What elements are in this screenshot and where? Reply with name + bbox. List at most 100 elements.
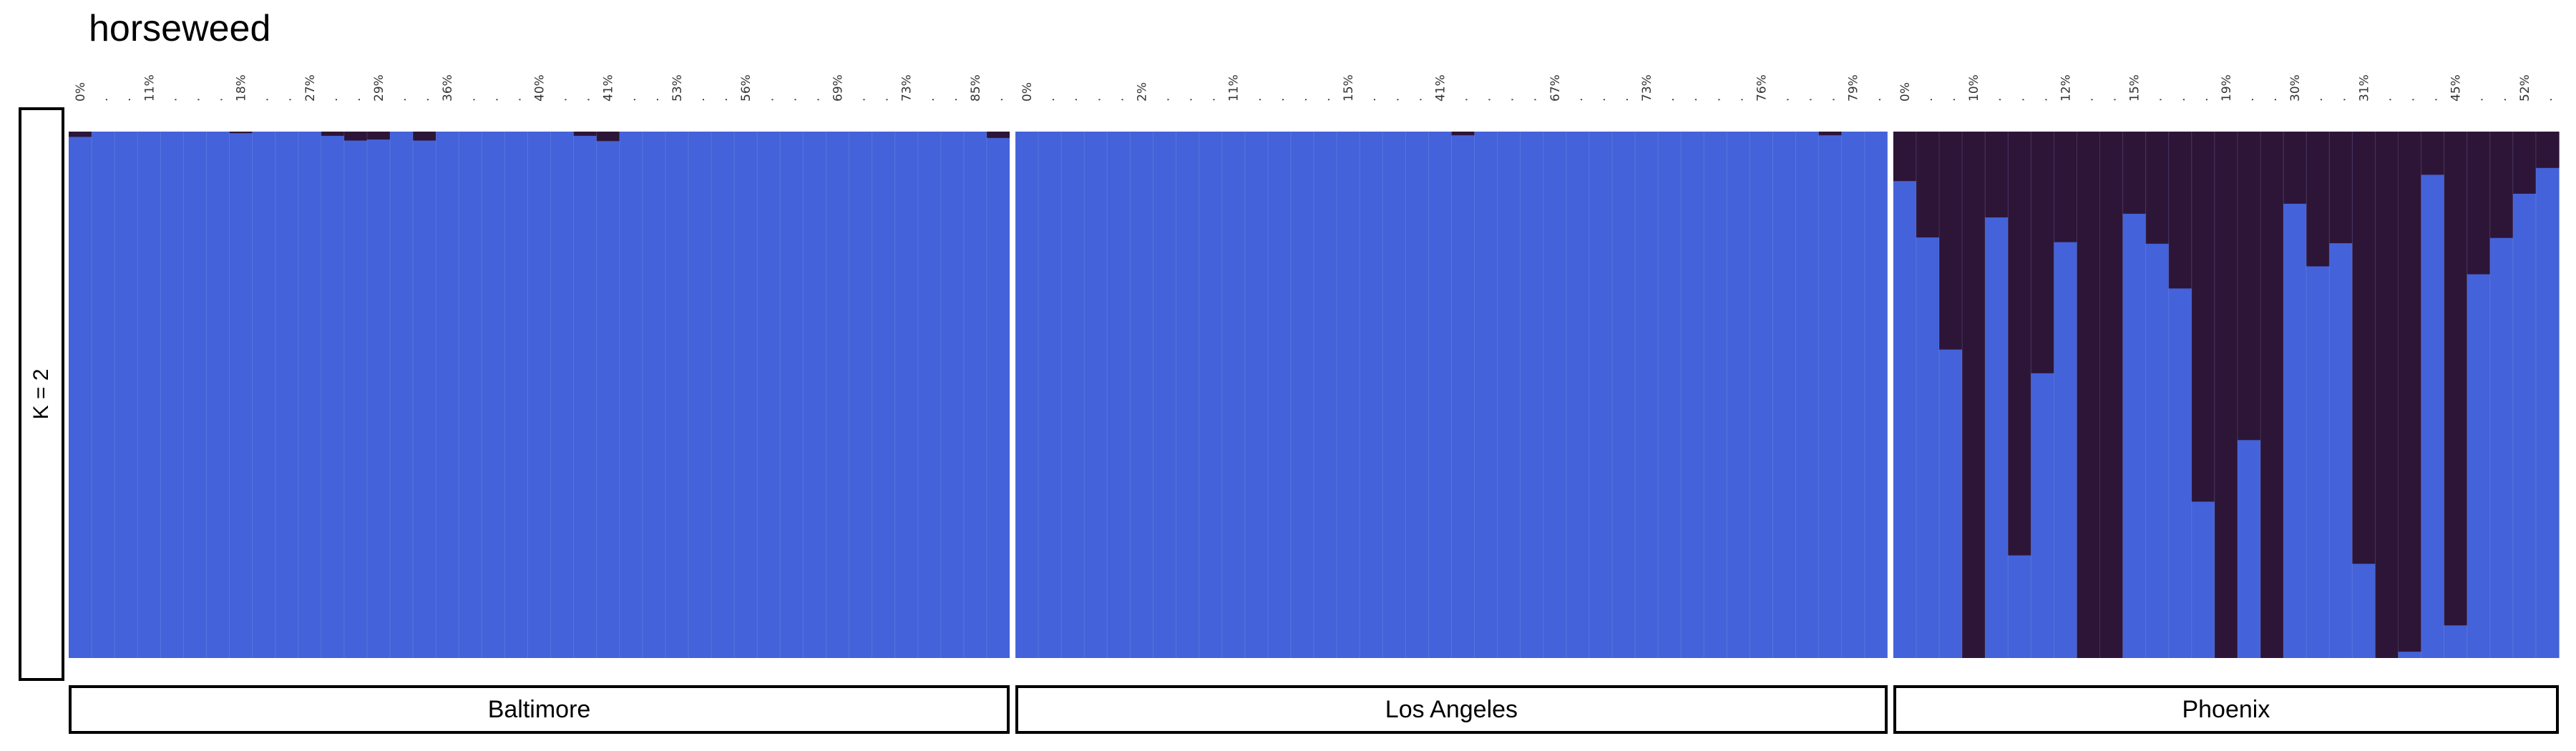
bar-cluster1: [1360, 132, 1383, 658]
population-label-baltimore: Baltimore: [69, 685, 1010, 734]
x-tick-dot: .: [625, 98, 639, 102]
bar-cluster1: [114, 132, 138, 658]
bar-cluster2: [2329, 132, 2353, 244]
bar-cluster2: [1451, 132, 1475, 136]
x-tick-dot: .: [923, 98, 937, 102]
x-tick-label: 15%: [2128, 74, 2142, 102]
bar-cluster2: [2444, 132, 2468, 626]
bar-cluster1: [1199, 132, 1223, 658]
bar-cluster1: [2421, 132, 2445, 658]
bar-cluster1: [1841, 132, 1865, 658]
bar-cluster1: [1474, 132, 1498, 658]
bar-cluster1: [1543, 132, 1567, 658]
bar-cluster1: [1985, 132, 2009, 658]
x-tick-label: 73%: [1640, 74, 1654, 102]
bar-cluster1: [1818, 132, 1843, 658]
x-tick-dot: .: [487, 98, 501, 102]
x-tick-label: 41%: [602, 74, 616, 102]
bar-cluster1: [734, 132, 758, 658]
x-tick-dot: .: [2265, 98, 2280, 102]
bar-cluster1: [642, 132, 666, 658]
bar-cluster1: [573, 132, 597, 658]
bar-cluster1: [1405, 132, 1429, 658]
x-tick-dot: .: [1365, 98, 1379, 102]
x-tick-dot: .: [648, 98, 662, 102]
bar-cluster2: [2237, 132, 2261, 441]
x-tick-label: 69%: [831, 74, 845, 102]
x-tick-dot: .: [326, 98, 341, 102]
x-tick-dot: .: [395, 98, 409, 102]
bar-cluster2: [2512, 132, 2537, 194]
x-tick-dot: .: [2105, 98, 2119, 102]
bar-cluster1: [1314, 132, 1337, 658]
x-tick-dot: .: [2151, 98, 2165, 102]
x-tick-dot: .: [2541, 98, 2555, 102]
x-tick-dot: .: [1503, 98, 1517, 102]
bar-cluster1: [252, 132, 276, 658]
bar-cluster2: [2260, 132, 2284, 658]
x-tick-dot: .: [1709, 98, 1723, 102]
bar-cluster1: [366, 132, 391, 658]
x-tick-label: 56%: [739, 74, 753, 102]
bar-cluster1: [459, 132, 482, 658]
bar-cluster1: [1727, 132, 1751, 658]
x-tick-label: 40%: [533, 74, 547, 102]
bar-cluster1: [757, 132, 781, 658]
x-tick-label: 67%: [1548, 74, 1563, 102]
x-tick-dot: .: [2174, 98, 2188, 102]
bar-cluster1: [1221, 132, 1246, 658]
x-tick-label: 11%: [1227, 74, 1241, 102]
bar-cluster2: [2054, 132, 2078, 242]
bar-cluster1: [1681, 132, 1704, 658]
x-tick-dot: .: [1410, 98, 1425, 102]
bar-cluster1: [1084, 132, 1108, 658]
bar-cluster2: [321, 132, 345, 136]
bar-cluster2: [229, 132, 253, 134]
x-tick-dot: .: [1158, 98, 1173, 102]
bar-cluster1: [1038, 132, 1062, 658]
bar-cluster1: [1107, 132, 1131, 658]
bar-cluster1: [92, 132, 115, 658]
bar-cluster1: [504, 132, 529, 658]
bar-cluster1: [1750, 132, 1774, 658]
x-tick-dot: .: [2013, 98, 2027, 102]
bar-cluster1: [619, 132, 643, 658]
x-tick-dot: .: [1319, 98, 1333, 102]
x-tick-dot: .: [1663, 98, 1677, 102]
bar-cluster1: [665, 132, 689, 658]
bar-cluster1: [343, 132, 368, 658]
x-tick-dot: .: [1066, 98, 1080, 102]
bar-cluster2: [2099, 132, 2124, 658]
bar-cluster1: [183, 132, 208, 658]
x-tick-label: 19%: [2220, 74, 2234, 102]
bar-cluster1: [1382, 132, 1406, 658]
x-tick-dot: .: [2472, 98, 2487, 102]
x-tick-dot: .: [2311, 98, 2326, 102]
bar-cluster1: [872, 132, 896, 658]
bar-cluster1: [1611, 132, 1636, 658]
bar-cluster1: [849, 132, 873, 658]
x-tick-dot: .: [1181, 98, 1196, 102]
x-tick-dot: .: [854, 98, 869, 102]
x-tick-dot: .: [464, 98, 478, 102]
x-tick-label: 79%: [1847, 74, 1861, 102]
x-tick-label: 29%: [372, 74, 386, 102]
bar-cluster1: [482, 132, 506, 658]
x-tick-dot: .: [2243, 98, 2257, 102]
x-tick-dot: .: [2197, 98, 2211, 102]
bar-cluster1: [1337, 132, 1360, 658]
bar-cluster1: [1704, 132, 1727, 658]
bar-cluster2: [1939, 132, 1963, 350]
x-tick-dot: .: [1870, 98, 1884, 102]
x-tick-label: 0%: [74, 82, 88, 102]
bar-cluster1: [206, 132, 230, 658]
bar-cluster1: [1061, 132, 1085, 658]
x-tick-dot: .: [2404, 98, 2418, 102]
bar-cluster1: [2122, 132, 2147, 658]
bar-cluster2: [1818, 132, 1843, 136]
dividers-layer: [1010, 129, 1893, 661]
bar-cluster1: [1153, 132, 1177, 658]
x-tick-dot: .: [1112, 98, 1126, 102]
x-tick-label: 27%: [303, 74, 318, 102]
x-tick-dot: .: [2380, 98, 2394, 102]
